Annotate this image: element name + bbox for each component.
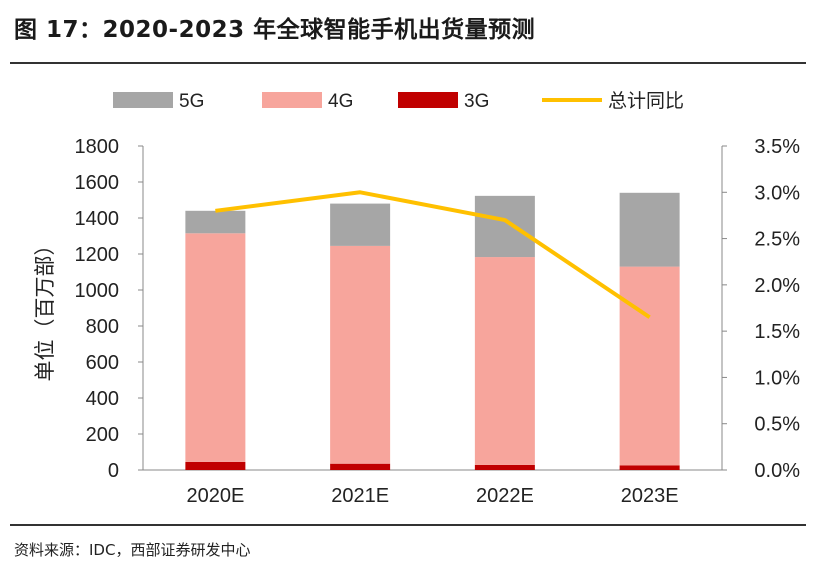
y2-tick-label: 2.0% bbox=[754, 275, 800, 297]
x-tick-label: 2023E bbox=[621, 485, 679, 507]
y-tick-label: 1600 bbox=[75, 172, 120, 194]
bar-5g-2022E bbox=[474, 195, 535, 258]
top-rule bbox=[10, 62, 806, 64]
legend-label: 4G bbox=[328, 91, 353, 112]
chart-title: 图 17：2020-2023 年全球智能手机出货量预测 bbox=[14, 17, 536, 43]
bar-4g-2021E bbox=[330, 245, 391, 464]
y-axis-title: 单位（百万部） bbox=[34, 235, 57, 382]
y-tick-label: 800 bbox=[86, 316, 119, 338]
y2-tick-label: 0.0% bbox=[754, 460, 800, 482]
x-tick-label: 2020E bbox=[186, 485, 244, 507]
source-note: 资料来源：IDC，西部证券研发中心 bbox=[14, 541, 251, 559]
bar-3g-2022E bbox=[474, 464, 535, 470]
y-tick-label: 400 bbox=[86, 388, 119, 410]
bar-4g-2022E bbox=[474, 257, 535, 465]
bar-3g-2023E bbox=[619, 465, 680, 470]
legend-swatch-4G bbox=[262, 92, 322, 108]
y-tick-label: 1200 bbox=[75, 244, 120, 266]
x-tick-label: 2021E bbox=[331, 485, 389, 507]
y-tick-label: 200 bbox=[86, 424, 119, 446]
y-tick-label: 1000 bbox=[75, 280, 120, 302]
y2-tick-label: 0.5% bbox=[754, 414, 800, 436]
legend-swatch-5G bbox=[113, 92, 173, 108]
legend-label: 总计同比 bbox=[608, 90, 684, 112]
legend-label: 3G bbox=[464, 91, 489, 112]
y-tick-label: 1800 bbox=[75, 136, 120, 158]
bar-5g-2020E bbox=[185, 210, 246, 234]
bar-3g-2020E bbox=[185, 461, 246, 470]
yoy-line bbox=[215, 190, 651, 319]
y2-tick-label: 1.0% bbox=[754, 367, 800, 389]
chart: 0 200 400 600 800 1000 1200 1400 1600 1800 0.0% 0.5… bbox=[34, 90, 800, 507]
legend-swatch-3G bbox=[398, 92, 458, 108]
y2-tick-label: 3.0% bbox=[754, 182, 800, 204]
bar-4g-2023E bbox=[619, 266, 680, 466]
y-tick-label: 1400 bbox=[75, 208, 120, 230]
bar-3g-2021E bbox=[330, 463, 391, 470]
bar-5g-2021E bbox=[330, 203, 391, 246]
y2-tick-label: 3.5% bbox=[754, 136, 800, 158]
bar-4g-2020E bbox=[185, 233, 246, 462]
y2-tick-label: 2.5% bbox=[754, 229, 800, 251]
bar-5g-2023E bbox=[619, 192, 680, 267]
y2-tick-label: 1.5% bbox=[754, 321, 800, 343]
legend-label: 5G bbox=[179, 91, 204, 112]
bottom-rule bbox=[10, 524, 806, 526]
y-tick-label: 600 bbox=[86, 352, 119, 374]
y-tick-label: 0 bbox=[108, 460, 119, 482]
x-tick-label: 2022E bbox=[476, 485, 534, 507]
